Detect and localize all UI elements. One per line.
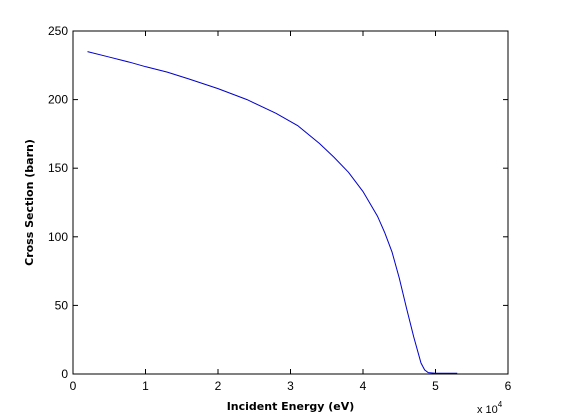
x-tick-label: 6 (505, 379, 512, 393)
x-axis-label: Incident Energy (eV) (227, 400, 355, 413)
y-tick-label: 0 (61, 367, 68, 381)
x-tick-label: 5 (432, 379, 439, 393)
x-tick-label: 1 (142, 379, 149, 393)
y-tick-label: 100 (48, 230, 68, 244)
y-tick-label: 250 (48, 24, 68, 38)
y-tick-label: 50 (55, 298, 69, 312)
x-tick-label: 0 (70, 379, 77, 393)
y-tick-label: 150 (48, 161, 68, 175)
x-multiplier: x 104 (477, 400, 503, 416)
series-line (87, 51, 458, 374)
x-multiplier-exponent: 4 (498, 400, 503, 409)
y-tick-label: 200 (48, 93, 68, 107)
x-tick-label: 2 (215, 379, 222, 393)
x-tick-label: 4 (360, 379, 367, 393)
axes-frame (72, 30, 509, 375)
x-multiplier-base: x 10 (477, 404, 498, 416)
y-axis-label: Cross Section (barn) (23, 139, 36, 266)
x-tick-label: 3 (287, 379, 294, 393)
plot-area: 0 1 2 3 4 5 6 0 50 100 150 200 250 Incident Energy (e… (23, 24, 512, 416)
